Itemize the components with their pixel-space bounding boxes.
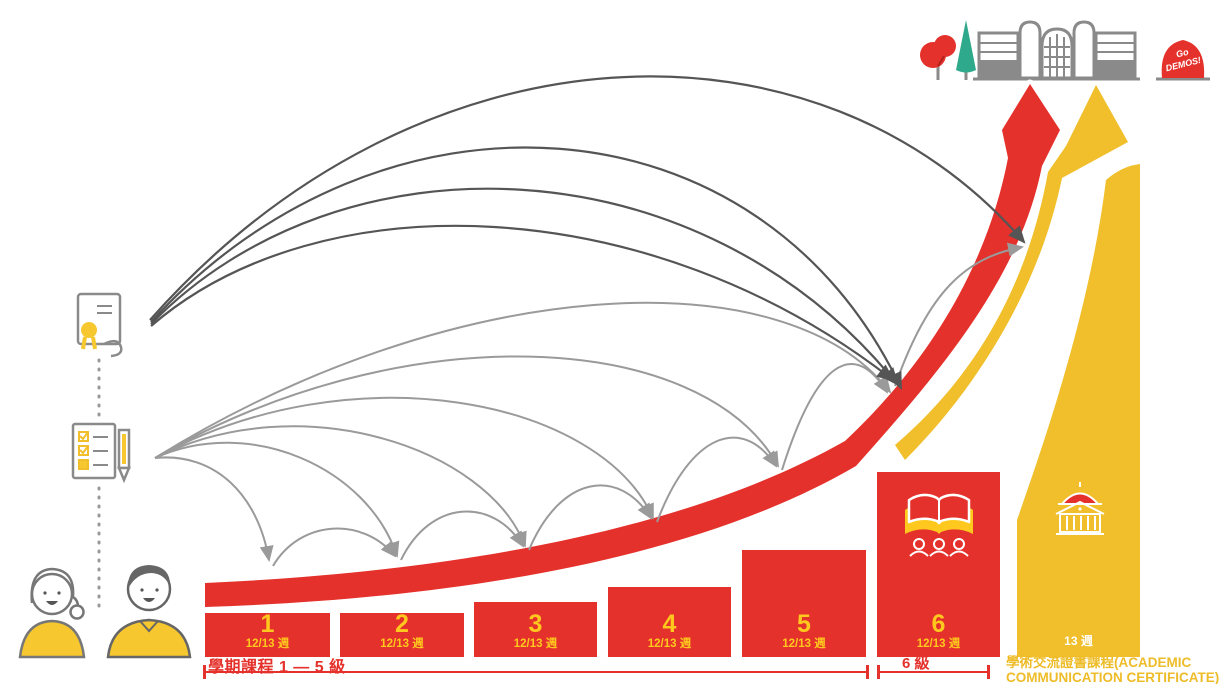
level-6-label: 6 級 [902, 655, 930, 672]
semester-courses-label: 學期課程 1 — 5 級 [208, 659, 346, 676]
bracket-tick [203, 665, 206, 679]
stone-marker: Go DEMOS! [1156, 40, 1210, 81]
stone-text-line1: Go [1175, 47, 1190, 60]
placement-arcs [154, 301, 892, 562]
man-illustration [106, 565, 192, 659]
academic-certificate-label-line1: 學術交流證書課程(ACADEMIC [1006, 655, 1192, 670]
level-duration: 12/13 週 [916, 638, 961, 651]
level-duration: 12/13 週 [245, 638, 290, 651]
level-6-bracket [878, 671, 989, 673]
level-number: 6 [931, 610, 946, 639]
bracket-tick [987, 665, 990, 679]
dome-building-icon [1040, 478, 1120, 541]
red-growth-arrow [200, 79, 1065, 612]
certificate-course-duration: 13 週 [1064, 634, 1093, 648]
bracket-tick [866, 665, 869, 679]
level-duration: 12/13 週 [782, 638, 826, 651]
campus-building-icon [973, 20, 1140, 81]
academic-certificate-label: 學術交流證書課程(ACADEMIC COMMUNICATION CERTIFIC… [1006, 655, 1231, 684]
woman-illustration [18, 567, 86, 659]
certificate-path-arcs [149, 75, 1026, 390]
level-3-bar: 3 12/13 週 [474, 602, 597, 657]
academic-certificate-label-line2: COMMUNICATION CERTIFICATE) [1006, 669, 1220, 684]
level-1-bar: 1 12/13 週 [205, 610, 330, 657]
semester-courses-bracket [204, 671, 869, 673]
bracket-tick [877, 665, 880, 679]
certificate-course-column [1017, 164, 1140, 657]
green-tree-icon [956, 20, 976, 80]
placement-checklist-icon [71, 422, 131, 484]
level-number: 5 [797, 610, 811, 639]
level-2-bar: 2 12/13 週 [340, 610, 464, 657]
level-number: 3 [528, 610, 543, 639]
level-duration: 12/13 週 [513, 638, 558, 651]
classroom-book-icon [897, 486, 981, 569]
level-number: 2 [395, 610, 409, 639]
level-duration: 12/13 週 [380, 638, 424, 651]
level-4-bar: 4 12/13 週 [608, 587, 731, 657]
yellow-growth-arrow [890, 80, 1133, 465]
certificate-icon [76, 292, 123, 358]
level-5-bar: 5 12/13 週 [742, 550, 866, 657]
level-number: 4 [662, 610, 677, 639]
red-tree-icon [920, 35, 956, 80]
level-6-bar: 6 12/13 週 [877, 472, 1000, 657]
level-hop-arcs [272, 242, 1024, 567]
level-number: 1 [260, 610, 275, 639]
level-duration: 12/13 週 [647, 638, 692, 651]
